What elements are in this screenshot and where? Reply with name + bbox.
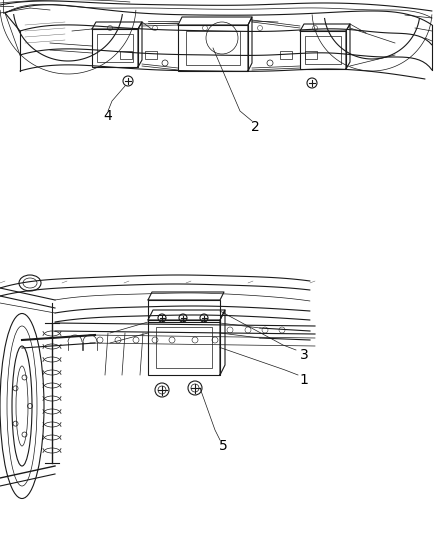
- Bar: [280, 51, 292, 59]
- Bar: [120, 51, 132, 59]
- Bar: [305, 36, 341, 64]
- Text: 1: 1: [300, 373, 308, 387]
- Bar: [148, 320, 220, 375]
- Bar: [178, 25, 248, 71]
- Bar: [148, 300, 220, 322]
- Text: 2: 2: [251, 120, 259, 134]
- Text: 3: 3: [300, 348, 308, 362]
- Bar: [186, 31, 240, 65]
- Bar: [92, 29, 138, 67]
- Bar: [145, 51, 157, 59]
- Bar: [156, 327, 212, 368]
- Text: 4: 4: [104, 109, 113, 123]
- Bar: [305, 51, 317, 59]
- Bar: [97, 34, 133, 62]
- Text: 5: 5: [219, 439, 227, 453]
- Bar: [300, 31, 346, 69]
